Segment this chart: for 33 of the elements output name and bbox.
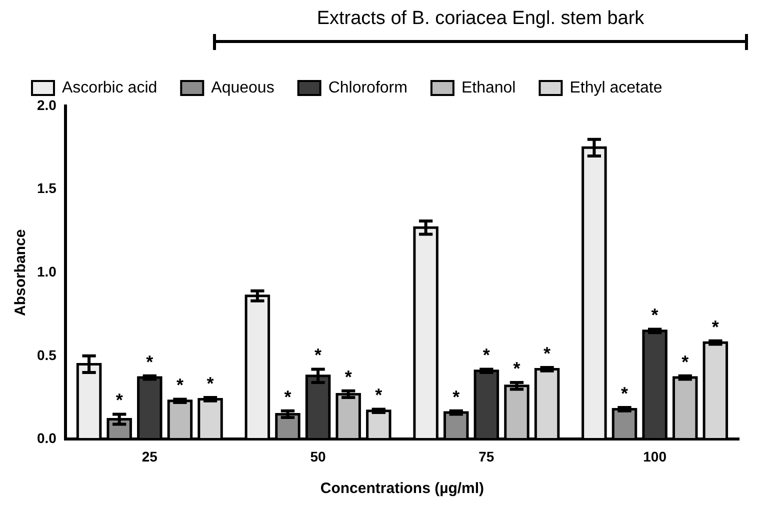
data-label: * [482, 345, 490, 366]
data-label: * [344, 366, 352, 387]
data-label: * [314, 345, 322, 366]
data-label: * [544, 344, 551, 364]
legend-label: Chloroform [328, 79, 408, 96]
data-label: * [206, 374, 214, 394]
x-tick-label: 75 [478, 448, 494, 464]
y-tick-label: 1.0 [36, 263, 57, 280]
data-label: * [116, 390, 123, 410]
legend-label: Ethyl acetate [570, 79, 662, 96]
legend-label: Ethanol [461, 79, 516, 96]
data-label: * [375, 385, 382, 406]
legend-label: Aqueous [211, 79, 274, 96]
data-label: * [513, 358, 520, 379]
data-label: * [284, 386, 292, 407]
x-axis-title: Concentrations (µg/ml) [320, 480, 484, 498]
data-label: * [682, 352, 689, 372]
x-tick-label: 25 [142, 448, 158, 464]
legend-title: Extracts of B. coriacea Engl. stem bark [316, 8, 646, 30]
y-tick-label: 1.5 [36, 180, 57, 196]
x-tick-label: 50 [310, 448, 326, 464]
data-label: * [712, 316, 719, 337]
y-tick-label: 0.0 [36, 430, 57, 446]
data-label: * [176, 375, 184, 396]
x-tick-label: 100 [643, 448, 667, 464]
data-label: * [146, 352, 154, 372]
data-label: * [620, 384, 628, 404]
data-label: * [651, 305, 658, 326]
legend-label: Ascorbic acid [62, 79, 158, 96]
y-axis-title: Absorbance [12, 229, 30, 316]
data-label: * [452, 386, 460, 407]
y-tick-label: 0.5 [36, 346, 57, 363]
y-tick-label: 2.0 [36, 96, 57, 113]
